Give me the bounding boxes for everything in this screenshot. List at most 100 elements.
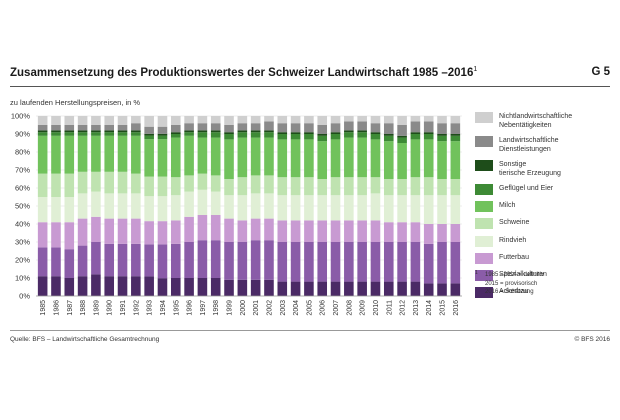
- bar-segment: [224, 179, 234, 196]
- bar-segment: [184, 123, 194, 131]
- bar-segment: [224, 279, 234, 296]
- legend-label: Rindvieh: [499, 236, 527, 244]
- bar-segment: [117, 171, 128, 194]
- bar-segment: [437, 116, 447, 124]
- bar-segment: [437, 123, 447, 134]
- bar-segment: [423, 116, 434, 122]
- bar-segment: [277, 134, 288, 140]
- bar-segment: [264, 116, 274, 122]
- bar-segment: [344, 130, 354, 133]
- bar-segment: [197, 240, 208, 278]
- y-tick-label: 100%: [11, 112, 31, 121]
- bar-segment: [423, 243, 434, 284]
- bar-segment: [277, 220, 288, 242]
- bar-segment: [317, 179, 328, 196]
- bar-segment: [170, 134, 181, 138]
- legend-swatch: [475, 235, 493, 247]
- bar-segment: [344, 137, 354, 178]
- bar-segment: [184, 175, 194, 192]
- bar-segment: [264, 121, 274, 131]
- bar-segment: [423, 177, 434, 196]
- bar-segment: [64, 130, 75, 133]
- bar-segment: [357, 116, 367, 122]
- chart-subtitle: zu laufenden Herstellungspreisen, in %: [10, 98, 141, 107]
- bar-segment: [357, 121, 367, 131]
- bar-segment: [450, 179, 461, 196]
- legend-swatch: [475, 269, 493, 281]
- bar-segment: [51, 222, 61, 248]
- bar-segment: [224, 132, 234, 134]
- bar-segment: [77, 193, 88, 219]
- bar-segment: [77, 245, 88, 277]
- bar-segment: [77, 132, 88, 136]
- bar-segment: [37, 276, 48, 296]
- bar-segment: [131, 132, 141, 136]
- bar-segment: [450, 134, 461, 136]
- legend-label: Ackerbau: [499, 288, 529, 296]
- bar-segment: [344, 281, 354, 296]
- bar-segment: [383, 281, 394, 296]
- bar-segment: [64, 173, 75, 197]
- bar-segment: [357, 281, 367, 296]
- x-tick-label: 2007: [333, 300, 340, 316]
- bar-segment: [157, 196, 168, 222]
- bar-segment: [197, 116, 208, 124]
- bar-segment: [397, 116, 407, 125]
- legend-label: Futterbau: [499, 253, 529, 261]
- bar-segment: [330, 220, 341, 242]
- bar-segment: [410, 132, 421, 134]
- bar-segment: [344, 195, 354, 221]
- bar-segment: [131, 243, 141, 277]
- bar-segment: [330, 177, 341, 196]
- bar-segment: [224, 139, 234, 179]
- x-tick-label: 2008: [346, 300, 353, 316]
- legend-item: Milch: [475, 201, 615, 215]
- source-note: Quelle: BFS – Landwirtschaftliche Gesamt…: [10, 336, 160, 343]
- x-tick-label: 1985: [40, 300, 47, 316]
- bar-segment: [37, 197, 48, 223]
- y-tick-label: 70%: [15, 166, 30, 175]
- footnote-mark: 1: [475, 270, 478, 276]
- x-tick-label: 2010: [373, 300, 380, 316]
- legend-swatch: [475, 184, 493, 195]
- bar-segment: [437, 141, 447, 179]
- footnote-line: 1985 –2014 = definitiv: [485, 272, 544, 278]
- legend-swatch: [475, 112, 493, 123]
- bar-segment: [144, 276, 154, 296]
- bar-segment: [383, 141, 394, 179]
- bar-segment: [144, 221, 154, 245]
- legend-item: Rindvieh: [475, 235, 615, 250]
- bar-segment: [117, 218, 128, 244]
- footnote-lines: 1985 –2014 = definitiv 2015 = provisoris…: [485, 271, 544, 297]
- bar-segment: [91, 274, 101, 296]
- bar-segment: [317, 134, 328, 136]
- bar-segment: [210, 132, 221, 138]
- bar-segment: [344, 132, 354, 138]
- bar-segment: [450, 116, 461, 124]
- bar-segment: [277, 139, 288, 178]
- bar-segment: [450, 283, 461, 296]
- bar-segment: [250, 279, 261, 296]
- chart-title: Zusammensetzung des Produktionswertes de…: [10, 66, 477, 79]
- y-tick-label: 10%: [15, 274, 30, 283]
- bar-segment: [37, 132, 48, 136]
- bar-segment: [370, 220, 381, 242]
- x-tick-label: 2002: [266, 300, 273, 316]
- bar-segment: [64, 278, 75, 296]
- bar-segment: [357, 137, 367, 178]
- bar-segment: [410, 134, 421, 140]
- bar-segment: [51, 173, 61, 197]
- bar-segment: [64, 135, 75, 174]
- bar-segment: [104, 132, 115, 136]
- bar-segment: [277, 123, 288, 133]
- bar-segment: [264, 130, 274, 133]
- bar-segment: [51, 132, 61, 136]
- bar-segment: [237, 195, 248, 221]
- bar-segment: [197, 278, 208, 296]
- bar-segment: [304, 134, 314, 140]
- x-tick-label: 2013: [413, 300, 420, 316]
- bar-segment: [91, 116, 101, 125]
- bar-segment: [184, 242, 194, 278]
- bar-segment: [197, 137, 208, 174]
